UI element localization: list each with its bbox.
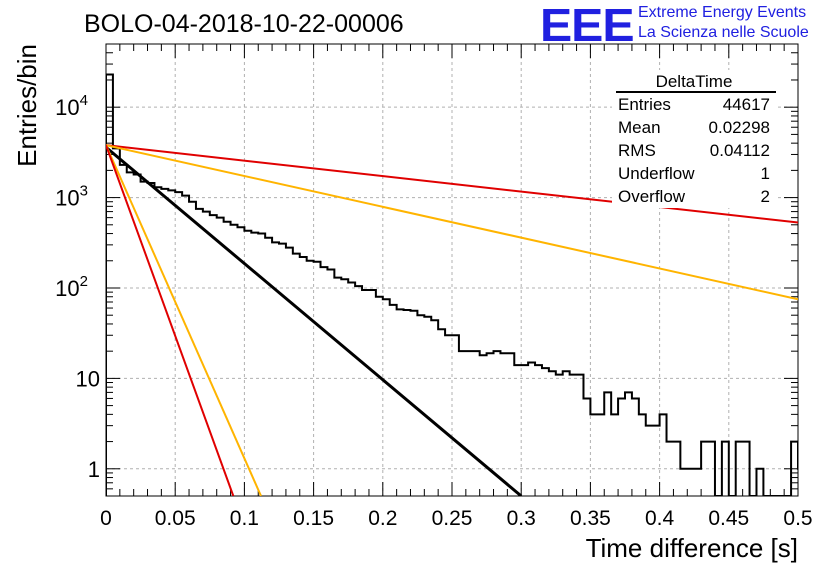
stats-label: Overflow (618, 187, 686, 206)
y-tick-base: 10 (55, 276, 79, 301)
chart-title: BOLO-04-2018-10-22-00006 (84, 10, 404, 38)
x-tick-label: 0.1 (230, 507, 259, 530)
y-tick-base: 10 (76, 366, 100, 391)
logo-line-2: La Scienza nelle Scuole (638, 24, 809, 41)
y-tick-label: 103 (55, 183, 88, 211)
stats-label: Mean (618, 118, 661, 137)
x-tick-label: 0.25 (432, 507, 473, 530)
x-tick-label: 0.3 (507, 507, 536, 530)
stats-value: 0.02298 (709, 118, 770, 137)
histogram-step-line (106, 73, 798, 496)
x-tick-label: 0.5 (783, 507, 812, 530)
x-tick-label: 0.35 (570, 507, 611, 530)
x-tick-label: 0.15 (293, 507, 334, 530)
fit-curve-black (106, 146, 523, 496)
x-tick-label: 0.4 (645, 507, 675, 530)
logo-line-1: Extreme Energy Events (638, 4, 807, 21)
y-tick-exponent: 2 (80, 273, 88, 290)
y-tick-exponent: 4 (80, 92, 88, 109)
stats-label: RMS (618, 141, 656, 160)
x-tick-label: 0.45 (708, 507, 749, 530)
stats-value: 2 (761, 187, 770, 206)
x-tick-label: 0.2 (368, 507, 397, 530)
stats-value: 0.04112 (710, 141, 770, 160)
x-tick-label: 0 (100, 507, 112, 530)
y-tick-base: 10 (55, 186, 79, 211)
y-tick-exponent: 3 (80, 183, 88, 200)
x-tick-label: 0.05 (155, 507, 196, 530)
fit-curve-red (106, 144, 235, 496)
fit-curve-red (106, 144, 798, 224)
y-axis-label: Entries/bin (12, 44, 42, 167)
y-tick-base: 10 (55, 95, 79, 120)
data-layer (106, 73, 798, 496)
y-tick-label: 104 (55, 92, 88, 120)
stats-box: DeltaTime Entries 44617 Mean 0.02298 RMS 0.041… (612, 70, 778, 208)
eee-logo: EEE Extreme Energy Events La Scienza nel… (540, 0, 832, 51)
fit-curve-orange (106, 144, 798, 301)
logo-mark: EEE (540, 0, 635, 51)
stats-label: Entries (618, 95, 671, 114)
stats-title: DeltaTime (656, 72, 733, 91)
stats-value: 44617 (723, 95, 770, 114)
y-tick-label: 1 (88, 457, 100, 482)
stats-value: 1 (761, 164, 770, 183)
x-axis-label: Time difference [s] (586, 533, 798, 563)
y-tick-label: 10 (76, 366, 100, 391)
y-tick-label: 102 (55, 273, 88, 301)
stats-label: Underflow (618, 164, 695, 183)
fit-curve-orange (106, 144, 262, 496)
y-tick-base: 1 (88, 457, 100, 482)
